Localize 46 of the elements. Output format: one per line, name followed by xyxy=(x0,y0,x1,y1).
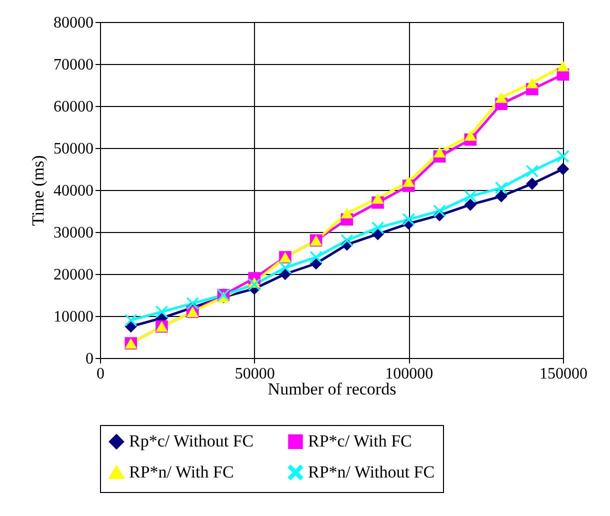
point xyxy=(526,78,538,88)
point xyxy=(310,257,322,270)
point xyxy=(495,92,508,103)
y-axis-title: Time (ms) xyxy=(28,155,48,226)
x-tick-label: 150000 xyxy=(540,366,588,382)
point xyxy=(464,198,477,211)
point xyxy=(372,193,384,204)
x-tick-label: 50000 xyxy=(234,366,275,382)
y-tick-label: 30000 xyxy=(54,224,94,242)
point xyxy=(402,176,415,187)
point xyxy=(556,60,570,72)
point xyxy=(402,213,415,226)
point xyxy=(156,306,168,318)
point xyxy=(464,190,477,202)
point xyxy=(124,314,137,326)
point xyxy=(310,251,322,264)
point xyxy=(372,222,384,234)
point xyxy=(340,234,354,247)
point xyxy=(340,208,354,218)
x-tick-label: 100000 xyxy=(385,366,434,382)
legend-label: RP*n/ Without FC xyxy=(308,462,435,482)
y-tick-label: 40000 xyxy=(54,182,94,200)
y-tick-label: 20000 xyxy=(54,266,94,284)
y-tick-label: 0 xyxy=(86,350,94,368)
point xyxy=(433,204,446,218)
point xyxy=(464,130,477,141)
legend-label: RP*n/ With FC xyxy=(129,462,234,482)
point xyxy=(556,150,570,163)
y-tick-label: 50000 xyxy=(54,140,94,158)
point xyxy=(495,182,508,194)
y-tick-label: 80000 xyxy=(54,14,94,32)
y-tick-label: 10000 xyxy=(54,308,94,326)
y-tick-label: 60000 xyxy=(54,98,94,116)
x-axis-title: Number of records xyxy=(268,380,396,398)
y-tick-label: 70000 xyxy=(54,56,94,74)
point xyxy=(433,146,446,158)
point xyxy=(186,297,199,310)
x-tick-label: 0 xyxy=(96,366,104,382)
point xyxy=(279,262,292,274)
point xyxy=(248,278,260,291)
point xyxy=(556,162,570,176)
legend-label: Rp*c/ Without FC xyxy=(129,432,254,451)
point xyxy=(526,164,538,178)
legend-label: RP*c/ With FC xyxy=(308,432,412,451)
point xyxy=(526,178,538,190)
point xyxy=(495,190,508,202)
